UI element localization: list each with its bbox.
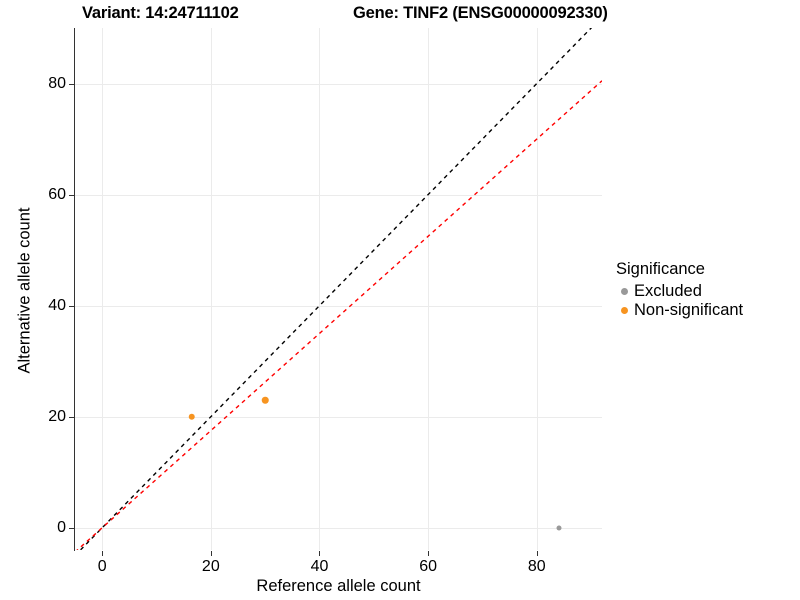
y-tick-label: 40 — [48, 296, 66, 314]
gridline-horizontal — [75, 305, 602, 307]
x-tick-label: 20 — [201, 558, 220, 575]
x-tick-mark — [319, 551, 321, 556]
x-tick-mark — [210, 551, 212, 556]
gridline-vertical — [428, 28, 430, 550]
legend-dot-icon — [620, 307, 628, 314]
legend-items: Excluded Non-significant — [616, 282, 796, 320]
legend-item[interactable]: Non-significant — [616, 301, 796, 320]
legend-item-label: Excluded — [634, 282, 702, 300]
y-tick-mark — [69, 305, 74, 307]
x-axis-label: Reference allele count — [256, 577, 421, 595]
x-tick-label: 40 — [310, 558, 329, 575]
data-point — [556, 525, 562, 531]
reference-lines — [76, 28, 602, 550]
gridline-vertical — [210, 28, 212, 550]
legend-dot-icon — [620, 288, 628, 295]
legend: Significance Excluded Non-significant — [616, 260, 796, 320]
legend-title: Significance — [616, 260, 705, 278]
gridline-horizontal — [75, 527, 602, 529]
y-tick-label: 20 — [48, 407, 66, 425]
x-tick-label: 0 — [97, 558, 107, 575]
identity-line — [79, 28, 593, 550]
y-tick-mark — [69, 527, 74, 529]
y-axis-line — [74, 28, 76, 551]
y-tick-mark — [69, 83, 74, 85]
y-tick-label: 80 — [48, 74, 66, 92]
y-tick-mark — [69, 194, 74, 196]
plot-panel — [75, 28, 602, 550]
y-tick-mark — [69, 416, 74, 418]
gridline-horizontal — [75, 83, 602, 85]
x-tick-mark — [428, 551, 430, 556]
gridline-vertical — [536, 28, 538, 550]
expected-ratio-line — [76, 80, 602, 550]
legend-item[interactable]: Excluded — [616, 282, 796, 301]
gene-title: Gene: TINF2 (ENSG00000092330) — [353, 4, 608, 22]
gridline-horizontal — [75, 416, 602, 418]
y-axis-label: Alternative allele count — [15, 207, 34, 374]
x-tick-mark — [536, 551, 538, 556]
x-tick-label: 60 — [419, 558, 438, 575]
x-tick-mark — [102, 551, 104, 556]
x-tick-label: 80 — [527, 558, 546, 575]
gridline-vertical — [319, 28, 321, 550]
legend-swatch — [616, 307, 632, 314]
gridline-horizontal — [75, 194, 602, 196]
y-tick-label: 60 — [48, 185, 66, 203]
y-tick-label: 0 — [57, 518, 66, 536]
gridline-vertical — [102, 28, 104, 550]
data-point — [261, 396, 269, 404]
data-point — [188, 413, 196, 420]
legend-item-label: Non-significant — [634, 301, 744, 319]
plot-title-row: Variant: 14:24711102 Gene: TINF2 (ENSG00… — [0, 4, 620, 28]
variant-title: Variant: 14:24711102 — [82, 4, 239, 22]
legend-swatch — [616, 288, 632, 295]
